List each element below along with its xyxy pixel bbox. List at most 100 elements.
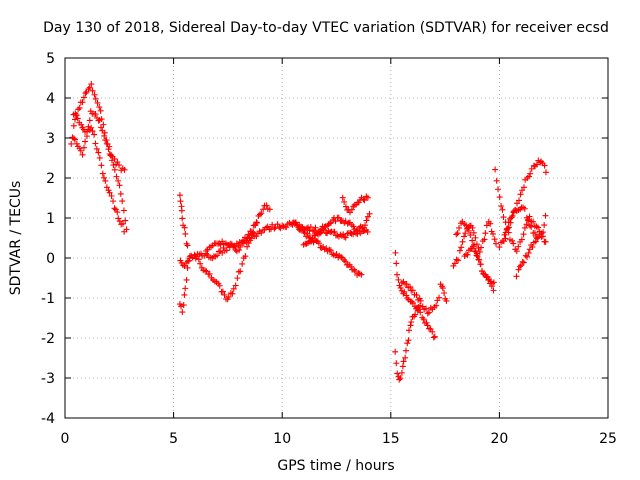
data-point <box>406 327 413 334</box>
data-point <box>231 242 238 249</box>
data-point <box>348 206 355 213</box>
data-point <box>401 288 408 295</box>
data-point <box>178 207 185 214</box>
data-point <box>117 190 124 197</box>
data-point <box>184 264 191 271</box>
data-point <box>256 211 263 218</box>
data-point <box>114 158 121 165</box>
data-point <box>255 212 262 219</box>
data-point <box>184 258 191 265</box>
data-point <box>530 162 537 169</box>
data-point <box>98 162 105 169</box>
data-point <box>502 235 509 242</box>
data-point <box>335 214 342 221</box>
data-point <box>182 285 189 292</box>
data-point <box>515 243 522 250</box>
data-point <box>509 237 516 244</box>
data-point <box>535 234 542 241</box>
data-point <box>217 241 224 248</box>
data-point <box>493 177 500 184</box>
data-point <box>74 115 81 122</box>
data-point <box>424 322 431 329</box>
data-point <box>235 268 242 275</box>
data-point <box>111 155 118 162</box>
data-point <box>483 222 490 229</box>
data-point <box>518 262 525 269</box>
data-point <box>295 226 302 233</box>
data-point <box>80 144 87 151</box>
data-point <box>102 177 109 184</box>
data-point <box>115 177 122 184</box>
data-point <box>519 258 526 265</box>
data-point <box>92 111 99 118</box>
data-point <box>181 224 188 231</box>
data-point <box>237 243 244 250</box>
data-point <box>308 238 315 245</box>
data-point <box>503 225 510 232</box>
data-point <box>520 231 527 238</box>
data-point <box>461 233 468 240</box>
data-point <box>120 207 127 214</box>
data-point <box>316 230 323 237</box>
data-point <box>181 291 188 298</box>
data-point <box>358 271 365 278</box>
y-tick-label: -2 <box>41 331 55 347</box>
y-tick-label: -4 <box>41 411 55 427</box>
data-point <box>426 309 433 316</box>
data-point <box>441 289 448 296</box>
data-point <box>347 229 354 236</box>
data-point <box>491 236 498 243</box>
data-point <box>323 245 330 252</box>
data-point <box>413 292 420 299</box>
data-point <box>451 260 458 267</box>
data-point <box>404 340 411 347</box>
data-point <box>326 220 333 227</box>
data-point <box>360 196 367 203</box>
data-point <box>338 253 344 260</box>
y-tick-label: 0 <box>46 251 55 267</box>
data-point <box>236 247 243 254</box>
data-point <box>405 337 412 344</box>
data-point <box>96 154 103 161</box>
data-point <box>116 182 123 189</box>
data-point <box>237 268 244 275</box>
data-point <box>513 248 520 255</box>
data-point <box>510 240 517 247</box>
data-point <box>412 311 419 318</box>
data-point <box>99 170 106 177</box>
data-point <box>221 291 228 298</box>
data-point <box>456 224 463 231</box>
data-point <box>518 236 525 243</box>
data-point <box>309 235 316 242</box>
data-point <box>103 140 110 147</box>
plot-frame <box>64 57 609 419</box>
data-point <box>348 263 355 270</box>
data-point <box>111 205 118 212</box>
data-point <box>361 197 368 204</box>
data-point <box>522 252 529 259</box>
data-point <box>465 227 472 234</box>
data-point <box>86 84 93 91</box>
data-point <box>462 230 469 237</box>
data-point <box>182 230 189 237</box>
data-point <box>496 244 503 251</box>
data-point <box>206 270 213 277</box>
data-point <box>183 276 190 283</box>
data-point <box>469 237 476 244</box>
data-point <box>500 214 507 221</box>
data-point <box>113 173 120 180</box>
data-point <box>179 309 186 316</box>
data-point <box>409 287 416 294</box>
data-point <box>513 273 520 280</box>
data-point <box>91 131 98 138</box>
data-point <box>419 303 426 310</box>
data-point <box>393 360 400 367</box>
data-point <box>403 292 410 299</box>
data-point <box>516 263 523 270</box>
data-point <box>247 237 254 244</box>
data-point <box>240 240 247 247</box>
data-point <box>532 238 539 245</box>
data-point <box>398 369 405 376</box>
y-tick-label: 1 <box>46 211 55 227</box>
